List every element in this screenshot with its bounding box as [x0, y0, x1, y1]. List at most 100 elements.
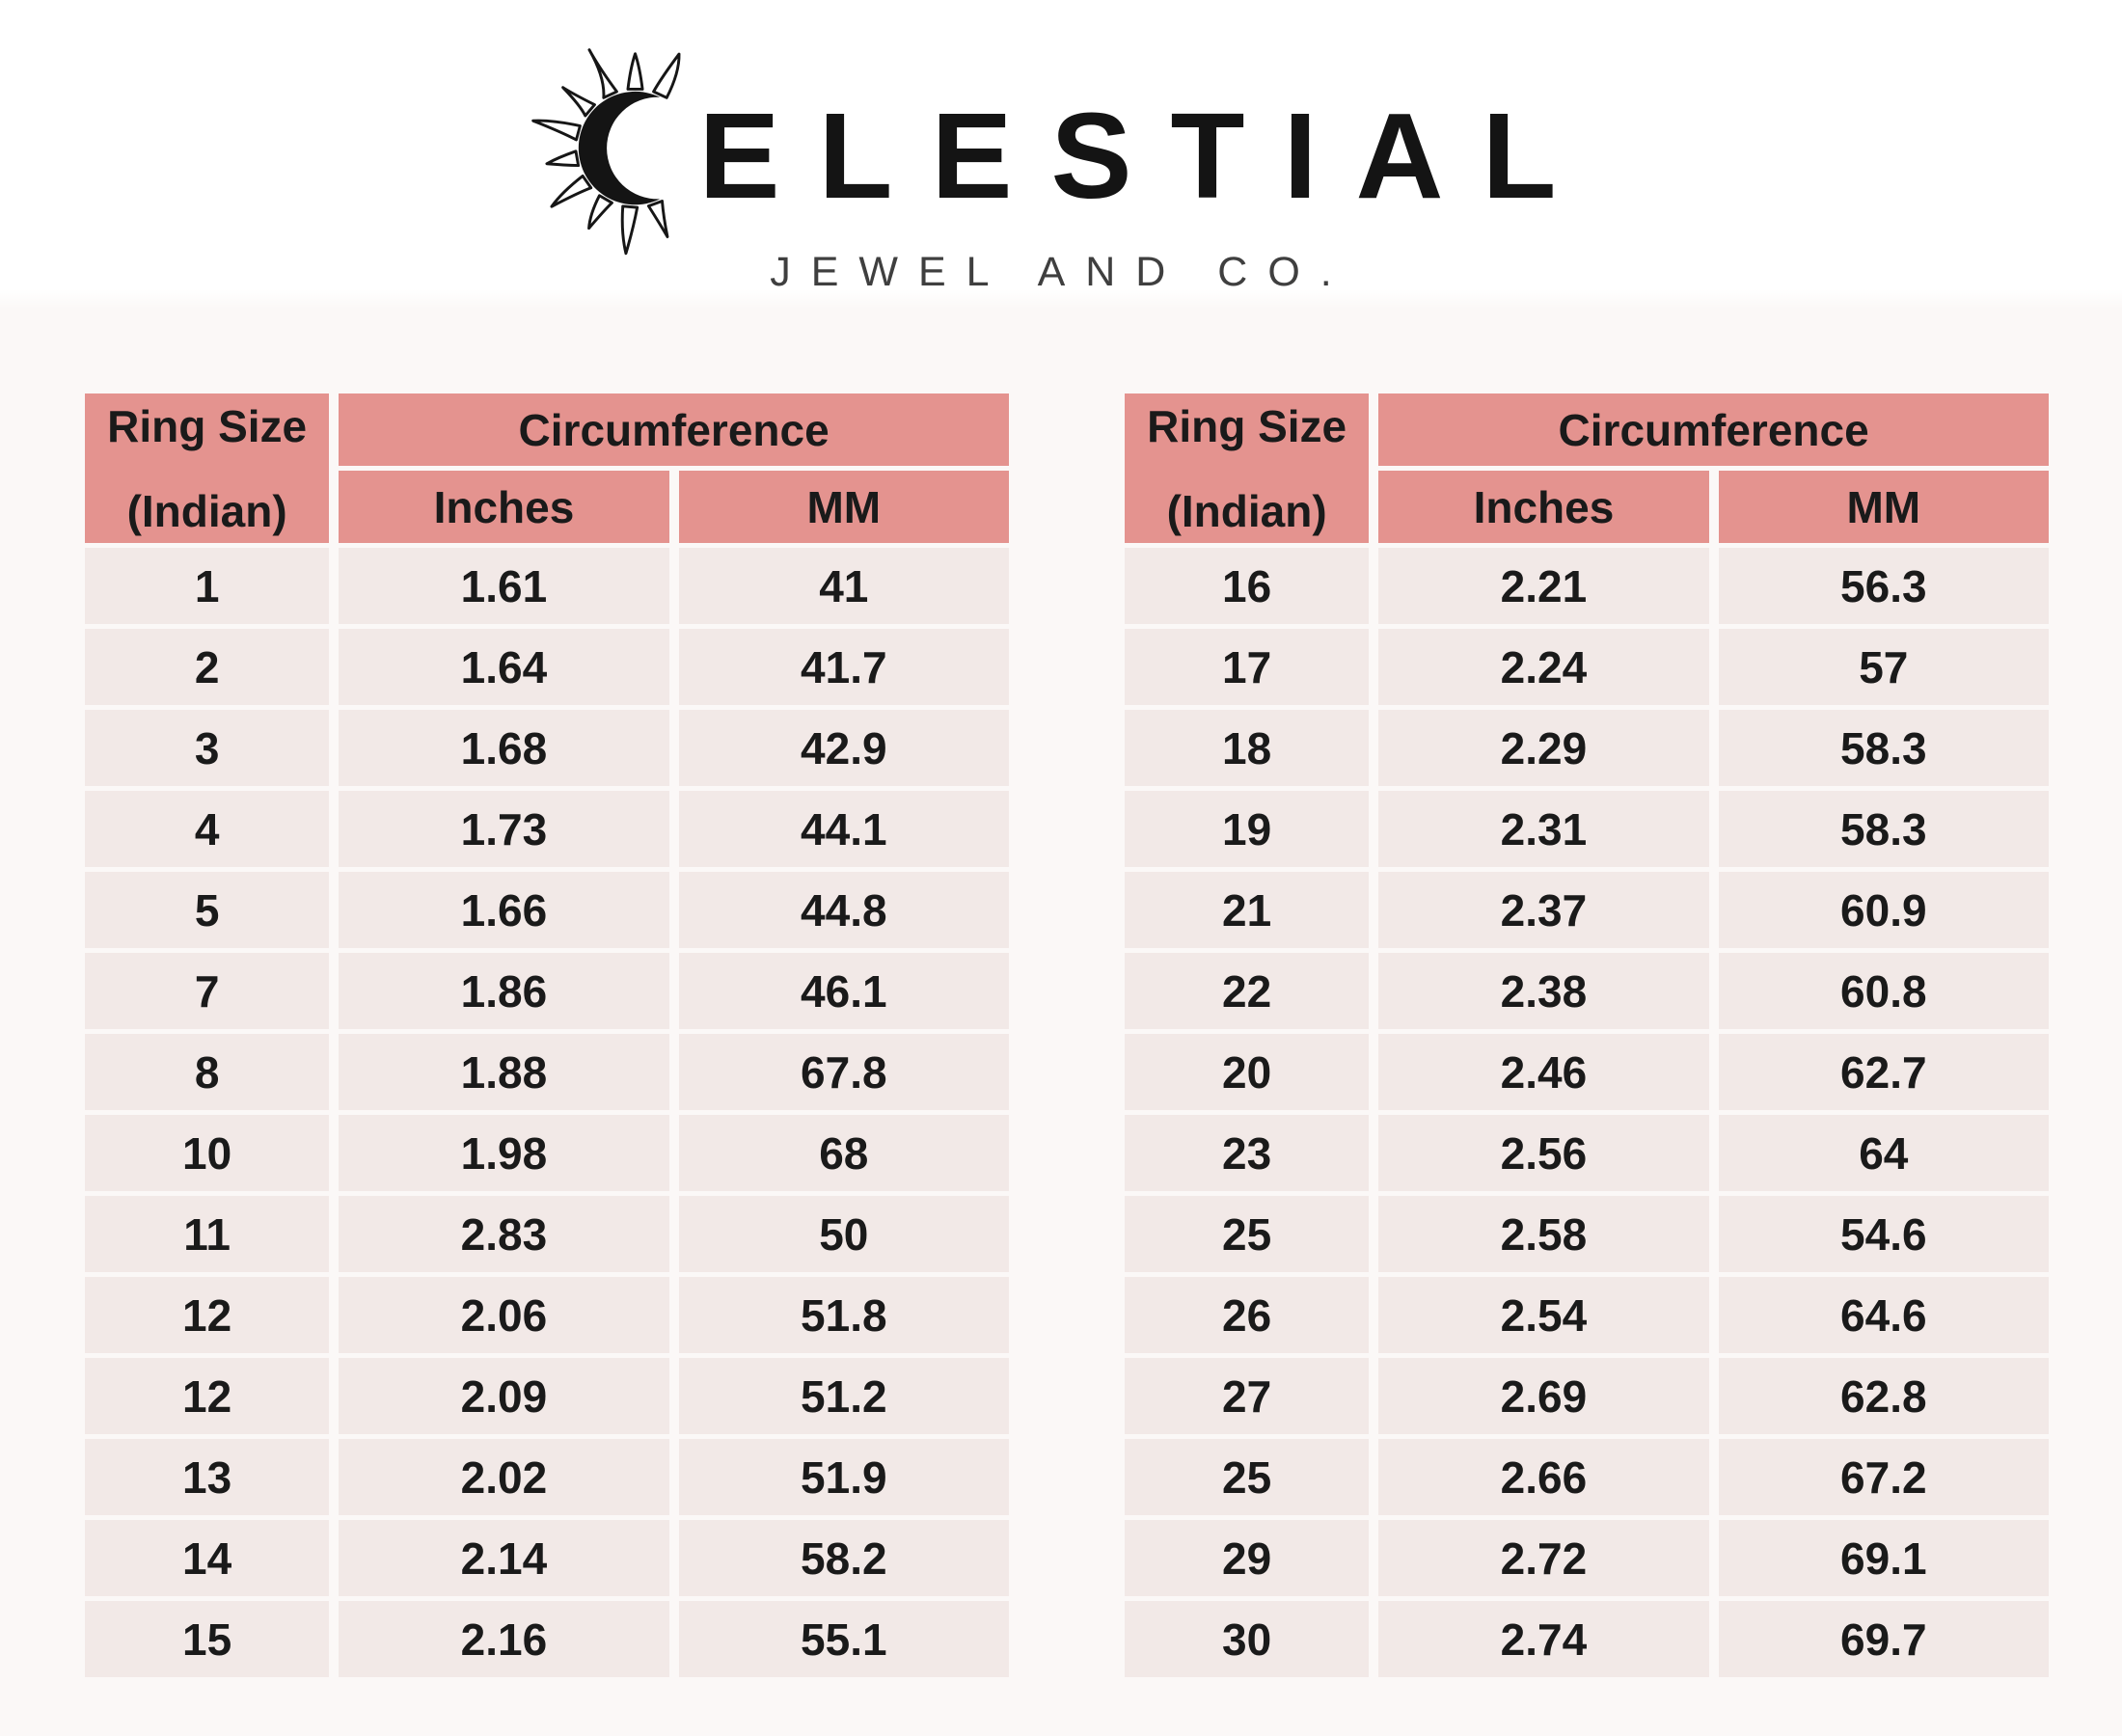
ring-size-header-cell: Ring Size (Indian) — [85, 393, 330, 543]
table-row: 11 2.83 50 — [85, 1196, 1009, 1272]
table-row: 21 2.37 60.9 — [1125, 872, 2049, 948]
table-cell: 30 — [1125, 1601, 1370, 1677]
table-cell: 23 — [1125, 1115, 1370, 1191]
table-cell: 2.54 — [1378, 1277, 1709, 1353]
ring-size-sublabel: (Indian) — [126, 485, 287, 536]
table-row: 8 1.88 67.8 — [85, 1034, 1009, 1110]
inches-header-cell: Inches — [339, 471, 669, 543]
table-row: 25 2.66 67.2 — [1125, 1439, 2049, 1515]
table-cell: 19 — [1125, 791, 1370, 867]
table-cell: 16 — [1125, 548, 1370, 624]
ring-size-table-left: Ring Size (Indian) Circumference Inches … — [75, 389, 1019, 1682]
table-cell: 18 — [1125, 710, 1370, 786]
table-cell: 1.98 — [339, 1115, 669, 1191]
table-row: 5 1.66 44.8 — [85, 872, 1009, 948]
table-row: 10 1.98 68 — [85, 1115, 1009, 1191]
table-row: 17 2.24 57 — [1125, 629, 2049, 705]
header-row-1: Ring Size (Indian) Circumference — [85, 393, 1009, 543]
table-cell: 1.68 — [339, 710, 669, 786]
table-cell: 7 — [85, 953, 330, 1029]
table-body: 16 2.21 56.3 17 2.24 57 18 2.29 58.3 19 2.31 58.3 21… — [1125, 548, 2049, 1677]
table-cell: 58.3 — [1718, 710, 2049, 786]
ring-size-label: Ring Size — [107, 400, 308, 451]
table-cell: 26 — [1125, 1277, 1370, 1353]
table-cell: 12 — [85, 1277, 330, 1353]
table-cell: 2.06 — [339, 1277, 669, 1353]
table-cell: 1.73 — [339, 791, 669, 867]
table-cell: 58.3 — [1718, 791, 2049, 867]
table-cell: 2.38 — [1378, 953, 1709, 1029]
table-row: 16 2.21 56.3 — [1125, 548, 2049, 624]
table-cell: 20 — [1125, 1034, 1370, 1110]
table-cell: 46.1 — [678, 953, 1009, 1029]
table-cell: 41.7 — [678, 629, 1009, 705]
table-cell: 51.9 — [678, 1439, 1009, 1515]
table-cell: 58.2 — [678, 1520, 1009, 1596]
table-row: 19 2.31 58.3 — [1125, 791, 2049, 867]
table-cell: 14 — [85, 1520, 330, 1596]
brand-wordmark: ELESTIAL — [698, 88, 1595, 224]
header-row-2: Inches MM — [85, 471, 1009, 543]
header-row-1: Ring Size (Indian) Circumference — [1125, 393, 2049, 543]
mm-header-cell: MM — [1718, 471, 2049, 543]
circumference-header-cell: Circumference — [339, 393, 1009, 466]
table-cell: 2.14 — [339, 1520, 669, 1596]
table-cell: 68 — [678, 1115, 1009, 1191]
table-cell: 2.09 — [339, 1358, 669, 1434]
table-cell: 2.29 — [1378, 710, 1709, 786]
ring-size-table-left-wrap: Ring Size (Indian) Circumference Inches … — [75, 389, 1019, 1682]
table-cell: 29 — [1125, 1520, 1370, 1596]
table-cell: 2 — [85, 629, 330, 705]
crescent-sun-icon — [528, 43, 699, 260]
table-row: 26 2.54 64.6 — [1125, 1277, 2049, 1353]
table-cell: 4 — [85, 791, 330, 867]
table-cell: 2.74 — [1378, 1601, 1709, 1677]
table-cell: 2.02 — [339, 1439, 669, 1515]
table-cell: 2.37 — [1378, 872, 1709, 948]
table-cell: 12 — [85, 1358, 330, 1434]
brand-tagline: JEWEL AND CO. — [770, 249, 1352, 295]
table-cell: 57 — [1718, 629, 2049, 705]
table-cell: 1.64 — [339, 629, 669, 705]
table-cell: 2.46 — [1378, 1034, 1709, 1110]
table-cell: 51.8 — [678, 1277, 1009, 1353]
table-row: 1 1.61 41 — [85, 548, 1009, 624]
table-cell: 2.69 — [1378, 1358, 1709, 1434]
table-row: 13 2.02 51.9 — [85, 1439, 1009, 1515]
table-cell: 64.6 — [1718, 1277, 2049, 1353]
table-head: Ring Size (Indian) Circumference Inches … — [1125, 393, 2049, 543]
table-cell: 27 — [1125, 1358, 1370, 1434]
brand-wordmark-row: ELESTIAL — [528, 43, 1595, 260]
table-cell: 1 — [85, 548, 330, 624]
table-row: 15 2.16 55.1 — [85, 1601, 1009, 1677]
table-cell: 2.31 — [1378, 791, 1709, 867]
table-row: 4 1.73 44.1 — [85, 791, 1009, 867]
table-cell: 44.1 — [678, 791, 1009, 867]
table-cell: 41 — [678, 548, 1009, 624]
table-cell: 1.86 — [339, 953, 669, 1029]
table-cell: 62.7 — [1718, 1034, 2049, 1110]
table-row: 22 2.38 60.8 — [1125, 953, 2049, 1029]
table-cell: 2.83 — [339, 1196, 669, 1272]
table-head: Ring Size (Indian) Circumference Inches … — [85, 393, 1009, 543]
table-row: 18 2.29 58.3 — [1125, 710, 2049, 786]
table-cell: 2.58 — [1378, 1196, 1709, 1272]
table-row: 3 1.68 42.9 — [85, 710, 1009, 786]
table-cell: 2.21 — [1378, 548, 1709, 624]
table-cell: 56.3 — [1718, 548, 2049, 624]
mm-header-cell: MM — [678, 471, 1009, 543]
table-cell: 17 — [1125, 629, 1370, 705]
inches-header-cell: Inches — [1378, 471, 1709, 543]
table-cell: 15 — [85, 1601, 330, 1677]
table-cell: 5 — [85, 872, 330, 948]
table-body: 1 1.61 41 2 1.64 41.7 3 1.68 42.9 4 1.73 44.1 5 1.66 4… — [85, 548, 1009, 1677]
table-cell: 42.9 — [678, 710, 1009, 786]
table-cell: 64 — [1718, 1115, 2049, 1191]
table-cell: 67.8 — [678, 1034, 1009, 1110]
table-row: 25 2.58 54.6 — [1125, 1196, 2049, 1272]
table-cell: 2.24 — [1378, 629, 1709, 705]
table-cell: 55.1 — [678, 1601, 1009, 1677]
ring-size-table-right-wrap: Ring Size (Indian) Circumference Inches … — [1115, 389, 2058, 1682]
ring-size-sublabel: (Indian) — [1166, 485, 1327, 536]
table-cell: 11 — [85, 1196, 330, 1272]
